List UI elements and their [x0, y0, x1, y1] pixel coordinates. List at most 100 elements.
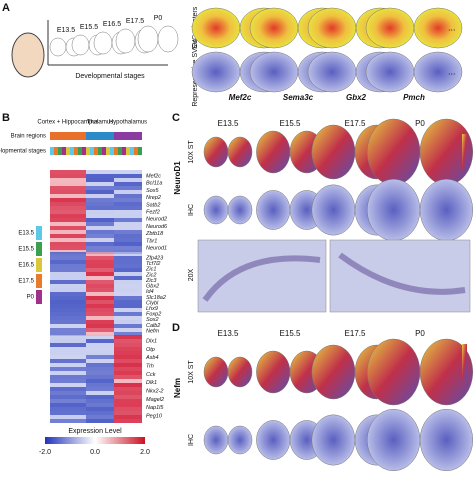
heatmap-cell: [86, 332, 114, 336]
heatmap-cell: [86, 407, 114, 411]
heatmap-cell: [114, 234, 142, 238]
heatmap-cell: [86, 371, 114, 375]
brain-left: [203, 356, 229, 388]
gene-label: Foxp2: [146, 312, 161, 318]
heatmap-cell: [86, 252, 114, 256]
brain-right: [157, 25, 179, 53]
heatmap-cell: [50, 182, 86, 186]
heatmap-cell: [114, 387, 142, 391]
heatmap-cell: [86, 335, 114, 339]
gene-label: Zic2: [145, 272, 156, 278]
colorbar: [45, 437, 145, 444]
heatmap-cell: [114, 391, 142, 395]
heatmap-cell: [86, 272, 114, 276]
label: E13.5: [57, 27, 75, 34]
stage-track: [110, 147, 114, 155]
heatmap-cell: [50, 246, 86, 250]
heatmap-cell: [114, 198, 142, 202]
heatmap-cell: [50, 300, 86, 304]
heatmap-cell: [50, 284, 86, 288]
brain-left: [203, 195, 229, 225]
label: E13.5: [218, 329, 239, 338]
label: Brain regions: [11, 134, 46, 140]
gene-label: Nkx2-2: [146, 388, 163, 394]
heatmap-cell: [86, 411, 114, 415]
label: Developmental stages: [75, 73, 145, 80]
brain-left: [311, 184, 356, 236]
heatmap-cell: [86, 296, 114, 300]
heatmap-cell: [114, 383, 142, 387]
label: E16.5: [103, 21, 121, 28]
heatmap-cell: [86, 320, 114, 324]
label: 10X ST: [188, 360, 195, 384]
heatmap-cell: [114, 238, 142, 242]
gene-label: Clybl: [146, 300, 159, 306]
micrograph: [329, 239, 471, 313]
heatmap-cell: [114, 395, 142, 399]
gene-label: Tbr1: [146, 238, 157, 244]
heatmap-cell: [86, 222, 114, 226]
stage-swatch: [36, 258, 42, 272]
heatmap-cell: [114, 182, 142, 186]
stage-track: [126, 147, 130, 155]
heatmap-cell: [50, 387, 86, 391]
heatmap-cell: [86, 316, 114, 320]
heatmap-cell: [86, 182, 114, 186]
heatmap-cell: [114, 371, 142, 375]
label: P0: [154, 15, 163, 22]
stage-track: [86, 147, 90, 155]
heatmap-cell: [50, 316, 86, 320]
heatmap-cell: [114, 379, 142, 383]
gene-label: Neurod6: [146, 224, 168, 230]
gene-label: Calb2: [146, 323, 160, 329]
heatmap-cell: [86, 351, 114, 355]
heatmap-cell: [86, 383, 114, 387]
brain-left: [256, 190, 291, 230]
label: IHC: [188, 434, 195, 446]
heatmap-cell: [50, 170, 86, 174]
heatmap-cell: [114, 276, 142, 280]
heatmap-cell: [114, 339, 142, 343]
heatmap-cell: [114, 411, 142, 415]
label: E15.5: [18, 247, 34, 253]
heatmap-cell: [50, 186, 86, 190]
stage-track: [102, 147, 106, 155]
heatmap-cell: [86, 256, 114, 260]
heatmap-cell: [114, 190, 142, 194]
label: Cortex + Hippocampus: [37, 120, 98, 126]
heatmap-cell: [86, 375, 114, 379]
heatmap-cell: [50, 260, 86, 264]
heatmap-cell: [114, 256, 142, 260]
heatmap-cell: [50, 391, 86, 395]
brain-left: [307, 7, 357, 49]
heatmap-cell: [50, 359, 86, 363]
region-track: [114, 132, 142, 140]
panel-label: B: [2, 112, 10, 124]
brain-right: [413, 7, 463, 49]
heatmap-cell: [114, 178, 142, 182]
label: Hypothalamus: [109, 120, 147, 126]
brain-left: [93, 31, 113, 55]
panel-label: D: [172, 322, 180, 334]
brain-right: [419, 178, 474, 242]
gene-label: Zbtb18: [145, 231, 164, 237]
label: E15.5: [280, 329, 301, 338]
heatmap-cell: [86, 379, 114, 383]
heatmap-cell: [114, 292, 142, 296]
stage-track: [118, 147, 122, 155]
heatmap-cell: [50, 190, 86, 194]
brain-left: [191, 51, 241, 93]
heatmap-cell: [86, 206, 114, 210]
region-track: [86, 132, 114, 140]
heatmap-cell: [86, 202, 114, 206]
heatmap-cell: [50, 395, 86, 399]
heatmap-cell: [50, 379, 86, 383]
heatmap-cell: [86, 190, 114, 194]
heatmap-cell: [86, 324, 114, 328]
heatmap-cell: [86, 226, 114, 230]
brain-left: [366, 338, 421, 406]
label: Mef2c: [229, 93, 252, 102]
heatmap-cell: [114, 308, 142, 312]
stage-track: [90, 147, 94, 155]
